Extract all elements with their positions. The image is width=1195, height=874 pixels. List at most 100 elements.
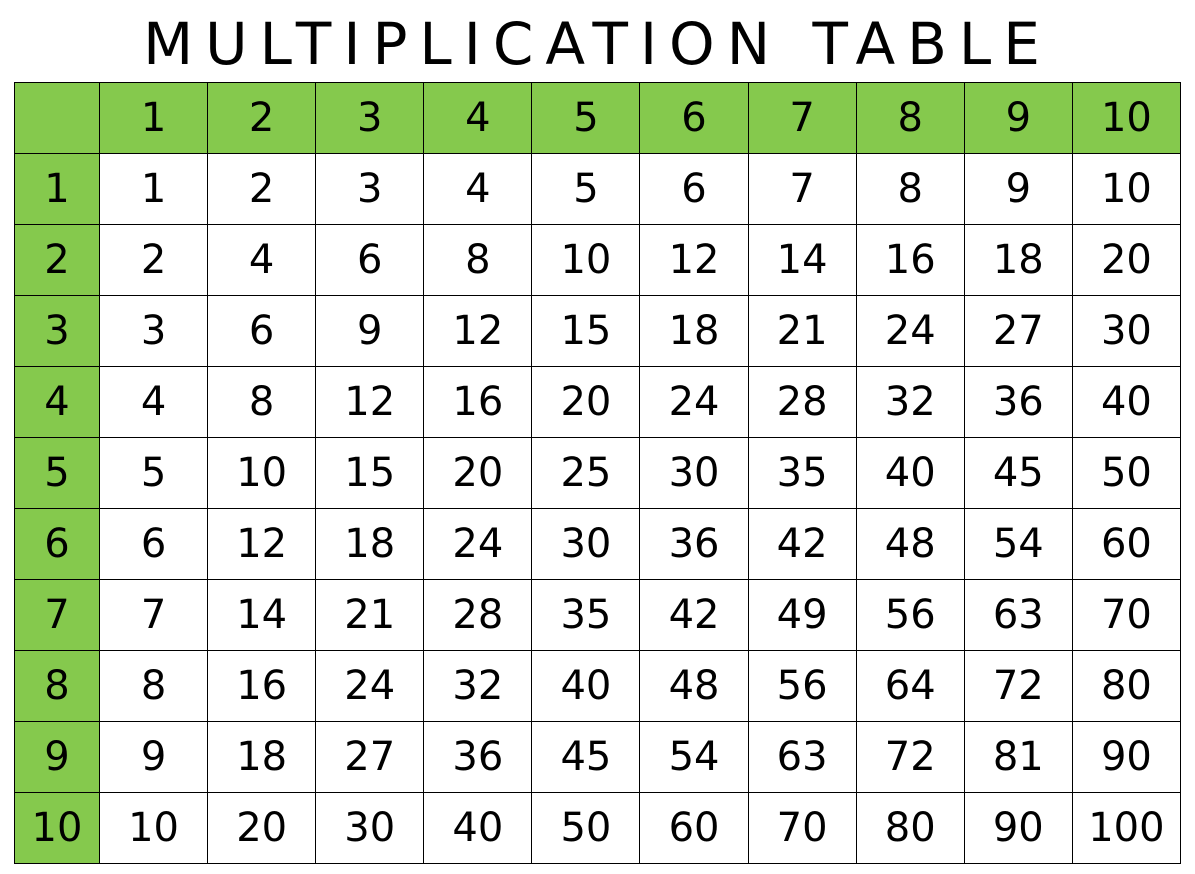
cell: 70 xyxy=(748,793,856,864)
cell: 8 xyxy=(208,367,316,438)
page-title: MULTIPLICATION TABLE xyxy=(14,10,1181,78)
cell: 28 xyxy=(748,367,856,438)
cell: 6 xyxy=(100,509,208,580)
cell: 42 xyxy=(748,509,856,580)
row-header: 2 xyxy=(15,225,100,296)
cell: 60 xyxy=(640,793,748,864)
cell: 27 xyxy=(316,722,424,793)
cell: 12 xyxy=(640,225,748,296)
cell: 32 xyxy=(856,367,964,438)
cell: 36 xyxy=(640,509,748,580)
cell: 35 xyxy=(748,438,856,509)
cell: 30 xyxy=(532,509,640,580)
cell: 80 xyxy=(1072,651,1180,722)
cell: 10 xyxy=(208,438,316,509)
cell: 16 xyxy=(856,225,964,296)
cell: 9 xyxy=(100,722,208,793)
cell: 24 xyxy=(316,651,424,722)
cell: 5 xyxy=(532,154,640,225)
cell: 7 xyxy=(100,580,208,651)
table-body: 1234567891011234567891022468101214161820… xyxy=(15,83,1181,864)
cell: 54 xyxy=(964,509,1072,580)
cell: 56 xyxy=(856,580,964,651)
col-header: 2 xyxy=(208,83,316,154)
cell: 50 xyxy=(1072,438,1180,509)
cell: 12 xyxy=(424,296,532,367)
cell: 6 xyxy=(208,296,316,367)
multiplication-table: 1234567891011234567891022468101214161820… xyxy=(14,82,1181,864)
cell: 21 xyxy=(748,296,856,367)
cell: 80 xyxy=(856,793,964,864)
cell: 49 xyxy=(748,580,856,651)
cell: 10 xyxy=(1072,154,1180,225)
cell: 14 xyxy=(208,580,316,651)
cell: 42 xyxy=(640,580,748,651)
cell: 6 xyxy=(640,154,748,225)
cell: 40 xyxy=(424,793,532,864)
cell: 56 xyxy=(748,651,856,722)
cell: 24 xyxy=(640,367,748,438)
cell: 72 xyxy=(856,722,964,793)
cell: 7 xyxy=(748,154,856,225)
cell: 4 xyxy=(100,367,208,438)
cell: 24 xyxy=(856,296,964,367)
row-header: 1 xyxy=(15,154,100,225)
cell: 40 xyxy=(856,438,964,509)
cell: 12 xyxy=(316,367,424,438)
row-header: 7 xyxy=(15,580,100,651)
col-header: 5 xyxy=(532,83,640,154)
cell: 18 xyxy=(208,722,316,793)
cell: 14 xyxy=(748,225,856,296)
col-header: 8 xyxy=(856,83,964,154)
col-header: 1 xyxy=(100,83,208,154)
cell: 54 xyxy=(640,722,748,793)
cell: 100 xyxy=(1072,793,1180,864)
cell: 16 xyxy=(208,651,316,722)
row-header: 5 xyxy=(15,438,100,509)
cell: 28 xyxy=(424,580,532,651)
cell: 24 xyxy=(424,509,532,580)
row-header: 10 xyxy=(15,793,100,864)
cell: 16 xyxy=(424,367,532,438)
cell: 36 xyxy=(424,722,532,793)
cell: 36 xyxy=(964,367,1072,438)
cell: 6 xyxy=(316,225,424,296)
cell: 21 xyxy=(316,580,424,651)
cell: 18 xyxy=(964,225,1072,296)
col-header: 3 xyxy=(316,83,424,154)
cell: 20 xyxy=(208,793,316,864)
cell: 48 xyxy=(856,509,964,580)
cell: 3 xyxy=(316,154,424,225)
cell: 27 xyxy=(964,296,1072,367)
cell: 72 xyxy=(964,651,1072,722)
cell: 45 xyxy=(532,722,640,793)
cell: 18 xyxy=(316,509,424,580)
cell: 2 xyxy=(100,225,208,296)
cell: 8 xyxy=(856,154,964,225)
cell: 15 xyxy=(532,296,640,367)
cell: 32 xyxy=(424,651,532,722)
cell: 3 xyxy=(100,296,208,367)
cell: 2 xyxy=(208,154,316,225)
cell: 4 xyxy=(424,154,532,225)
row-header: 8 xyxy=(15,651,100,722)
cell: 9 xyxy=(964,154,1072,225)
col-header: 7 xyxy=(748,83,856,154)
cell: 10 xyxy=(100,793,208,864)
cell: 48 xyxy=(640,651,748,722)
cell: 8 xyxy=(424,225,532,296)
cell: 90 xyxy=(1072,722,1180,793)
cell: 35 xyxy=(532,580,640,651)
cell: 30 xyxy=(316,793,424,864)
cell: 70 xyxy=(1072,580,1180,651)
cell: 8 xyxy=(100,651,208,722)
row-header: 3 xyxy=(15,296,100,367)
cell: 64 xyxy=(856,651,964,722)
cell: 1 xyxy=(100,154,208,225)
cell: 4 xyxy=(208,225,316,296)
cell: 63 xyxy=(964,580,1072,651)
row-header: 9 xyxy=(15,722,100,793)
col-header: 10 xyxy=(1072,83,1180,154)
cell: 20 xyxy=(532,367,640,438)
cell: 9 xyxy=(316,296,424,367)
